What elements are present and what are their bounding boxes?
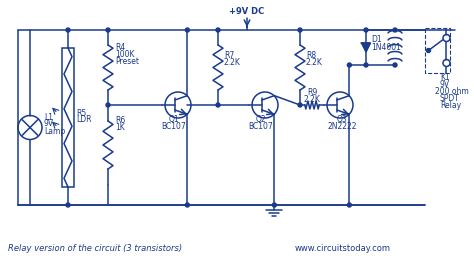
Text: 100K: 100K	[115, 50, 135, 59]
Bar	[425, 28, 450, 73]
Circle shape	[393, 63, 397, 67]
Text: 200 ohm: 200 ohm	[435, 87, 469, 96]
Circle shape	[66, 203, 70, 207]
Circle shape	[216, 103, 220, 107]
Text: SPDT: SPDT	[440, 94, 460, 103]
Circle shape	[347, 63, 351, 67]
Text: +9V DC: +9V DC	[229, 7, 264, 16]
Circle shape	[364, 63, 368, 67]
Text: Q2: Q2	[255, 115, 266, 124]
Text: LDR: LDR	[76, 115, 91, 124]
Text: Lamp: Lamp	[44, 127, 65, 135]
Text: 1K: 1K	[115, 123, 125, 132]
Circle shape	[298, 103, 302, 107]
Circle shape	[106, 28, 110, 32]
Circle shape	[216, 28, 220, 32]
Circle shape	[185, 28, 189, 32]
Circle shape	[185, 203, 189, 207]
Text: 2.2K: 2.2K	[303, 95, 320, 104]
Text: Q1: Q1	[169, 115, 179, 124]
Text: Relay: Relay	[440, 101, 461, 110]
Text: K1: K1	[440, 73, 450, 82]
Text: R9: R9	[307, 88, 317, 97]
Polygon shape	[362, 43, 371, 52]
Text: R5: R5	[76, 109, 86, 118]
Text: 2.2K: 2.2K	[224, 58, 241, 67]
Circle shape	[273, 203, 276, 207]
Text: BC107: BC107	[249, 122, 273, 131]
Text: R4: R4	[115, 43, 125, 52]
Text: R6: R6	[115, 116, 125, 125]
Text: R7: R7	[224, 51, 234, 60]
Text: 2N2222: 2N2222	[327, 122, 357, 131]
Text: L1: L1	[44, 113, 53, 122]
Circle shape	[347, 203, 351, 207]
Text: Q3: Q3	[337, 115, 347, 124]
Circle shape	[106, 103, 110, 107]
Text: Preset: Preset	[115, 57, 139, 66]
Text: 9V: 9V	[440, 80, 450, 89]
Circle shape	[364, 28, 368, 32]
Text: Relay version of the circuit (3 transistors): Relay version of the circuit (3 transist…	[8, 244, 182, 253]
Circle shape	[427, 48, 430, 53]
Text: 1N4001: 1N4001	[371, 43, 401, 53]
Text: 2.2K: 2.2K	[306, 58, 323, 67]
Text: R8: R8	[306, 51, 316, 60]
Text: BC107: BC107	[162, 122, 186, 131]
Text: www.circuitstoday.com: www.circuitstoday.com	[295, 244, 391, 253]
Bar	[62, 48, 74, 187]
Text: D1: D1	[371, 36, 382, 44]
Circle shape	[298, 28, 302, 32]
Text: 9V: 9V	[44, 119, 54, 129]
Circle shape	[66, 28, 70, 32]
Circle shape	[393, 28, 397, 32]
